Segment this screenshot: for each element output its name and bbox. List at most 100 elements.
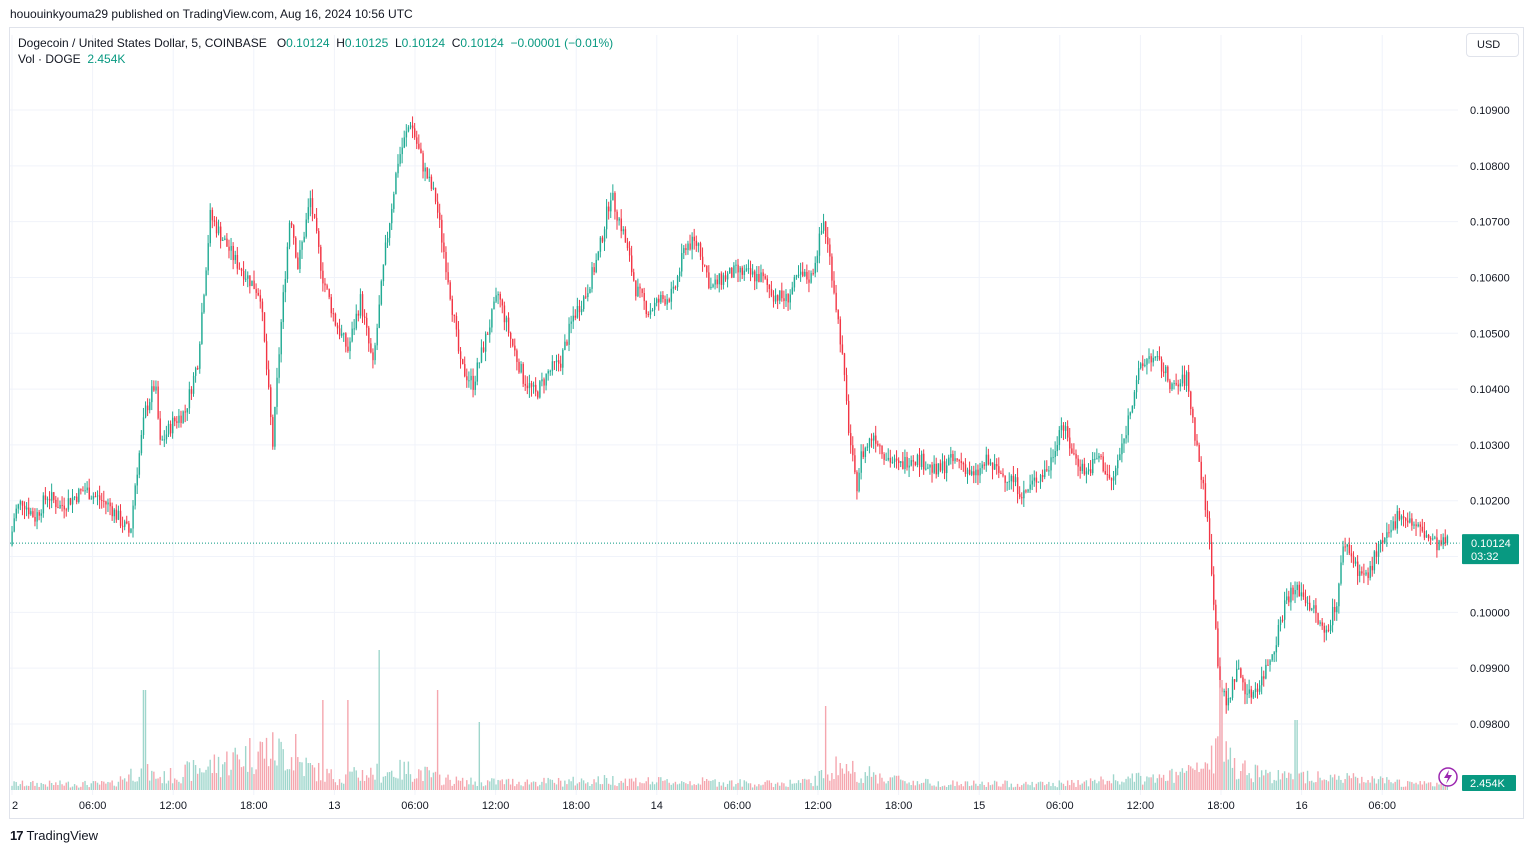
candle-body xyxy=(1430,538,1432,540)
last-price-countdown: 03:32 xyxy=(1471,551,1499,563)
candle-body xyxy=(338,328,341,336)
volume-bar xyxy=(574,785,576,790)
candle-body xyxy=(255,289,257,293)
candle-body xyxy=(620,218,622,232)
volume-bar xyxy=(194,765,197,790)
candle-body xyxy=(276,377,278,407)
volume-bar xyxy=(315,781,318,790)
candle-body xyxy=(1127,415,1129,436)
volume-bar xyxy=(1304,783,1307,790)
volume-bar xyxy=(453,783,455,790)
volume-bar xyxy=(931,785,933,790)
candle-body xyxy=(566,341,568,345)
volume-bar xyxy=(482,786,485,790)
candle-body xyxy=(432,187,435,189)
candle-body xyxy=(1344,546,1346,548)
volume-bar xyxy=(434,771,437,790)
candle-body xyxy=(562,349,564,368)
legend-volume-label[interactable]: Vol · DOGE xyxy=(18,52,81,66)
volume-bar xyxy=(1242,763,1244,790)
volume-bar xyxy=(998,786,1000,790)
tradingview-logo[interactable]: 17 TradingView xyxy=(10,828,98,843)
volume-bar xyxy=(265,737,268,790)
volume-bar xyxy=(499,780,501,790)
candle-body xyxy=(107,502,109,505)
candle-body xyxy=(1056,445,1059,452)
candle-body xyxy=(1169,380,1171,390)
currency-button[interactable]: USD xyxy=(1466,33,1519,57)
volume-bar xyxy=(274,760,276,790)
candle-body xyxy=(1010,475,1013,482)
candle-body xyxy=(478,362,481,364)
candle-body xyxy=(355,313,358,329)
volume-bar xyxy=(190,780,193,790)
candle-body xyxy=(436,201,439,213)
candle-body xyxy=(954,458,956,462)
candle-body xyxy=(560,363,562,368)
candle-body xyxy=(653,302,656,310)
candle-body xyxy=(211,209,214,221)
candle-body xyxy=(939,463,942,471)
legend-symbol[interactable]: Dogecoin / United States Dollar, 5, COIN… xyxy=(18,36,267,50)
volume-bar xyxy=(1231,767,1234,790)
candle-body xyxy=(128,523,130,533)
candle-body xyxy=(455,316,458,330)
candle-body xyxy=(545,373,547,386)
candle-body xyxy=(61,504,63,506)
candle-body xyxy=(770,288,773,296)
volume-bar xyxy=(687,784,689,790)
volume-bar xyxy=(864,772,866,790)
volume-bar xyxy=(1064,786,1067,790)
volume-bar xyxy=(587,782,589,790)
candle-body xyxy=(1008,481,1011,483)
chart-frame[interactable] xyxy=(9,27,1524,819)
volume-bar xyxy=(303,776,305,790)
candle-body xyxy=(678,271,681,277)
volume-bar xyxy=(1144,781,1146,790)
candle-body xyxy=(17,504,20,509)
volume-bar xyxy=(497,779,499,790)
volume-bar xyxy=(737,782,739,790)
candle-body xyxy=(941,461,944,471)
candle-body xyxy=(676,276,679,288)
volume-bar xyxy=(781,782,783,790)
candle-body xyxy=(595,259,597,273)
candle-body xyxy=(1048,470,1050,472)
volume-bar xyxy=(491,778,493,790)
candle-body xyxy=(991,462,994,470)
volume-bar xyxy=(706,779,708,790)
volume-bar xyxy=(113,785,115,790)
volume-bar xyxy=(430,777,433,790)
candle-body xyxy=(1165,366,1167,374)
candle-body xyxy=(879,445,881,447)
candle-body xyxy=(1277,625,1280,646)
candle-body xyxy=(119,510,122,526)
volume-bar xyxy=(628,778,631,790)
candle-body xyxy=(462,359,464,365)
candle-body xyxy=(1179,383,1182,387)
volume-bar xyxy=(489,781,491,790)
volume-bar xyxy=(1079,784,1081,790)
volume-bar xyxy=(1323,779,1325,790)
volume-bar xyxy=(1183,772,1186,790)
candle-body xyxy=(1121,443,1123,455)
candle-body xyxy=(1261,676,1263,686)
volume-bar xyxy=(401,779,403,790)
volume-bar xyxy=(436,690,439,790)
candle-body xyxy=(764,276,766,279)
volume-bar xyxy=(397,778,399,790)
volume-bar xyxy=(157,778,159,790)
candle-body xyxy=(282,292,285,323)
candle-body xyxy=(779,290,781,301)
volume-bar xyxy=(981,781,983,790)
volume-bar xyxy=(714,779,716,790)
candle-body xyxy=(643,292,645,302)
volume-bar xyxy=(562,786,564,790)
legend-low-label: L xyxy=(394,36,402,50)
candle-body xyxy=(931,464,933,473)
volume-bar xyxy=(132,780,134,790)
volume-bar xyxy=(1356,777,1359,790)
volume-bar xyxy=(660,777,662,790)
candle-body xyxy=(368,327,370,344)
